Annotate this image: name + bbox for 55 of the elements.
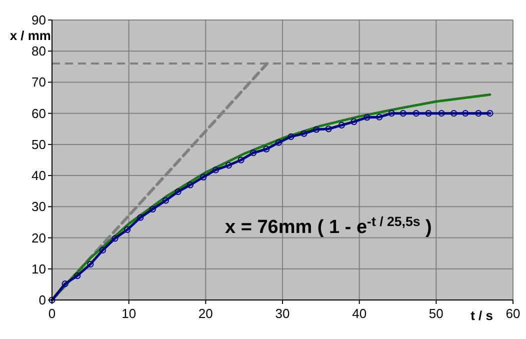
x-tick-label: 50 <box>428 306 444 321</box>
point <box>350 118 358 126</box>
x-tick-label: 10 <box>122 306 136 321</box>
point <box>313 126 320 133</box>
y-tick-label: 70 <box>32 74 46 90</box>
point <box>187 182 194 188</box>
point <box>338 122 345 128</box>
point <box>275 139 282 146</box>
point <box>400 110 406 117</box>
point <box>225 162 232 169</box>
point <box>99 246 106 254</box>
y-tick-label: 40 <box>32 168 46 184</box>
point <box>462 110 469 117</box>
y-tick-label: 20 <box>32 230 46 246</box>
point <box>162 197 170 204</box>
point <box>300 130 308 137</box>
y-tick-label: 10 <box>32 261 46 276</box>
point <box>87 260 94 268</box>
point <box>263 146 270 152</box>
point <box>325 126 332 132</box>
x-tick-label: 0 <box>48 306 56 321</box>
point <box>486 110 494 117</box>
x-tick-label: 30 <box>275 306 290 321</box>
point <box>364 114 370 121</box>
y-tick-label: 60 <box>32 106 46 121</box>
x-axis-title: t / s <box>470 308 493 323</box>
point <box>425 110 432 117</box>
point <box>376 114 383 120</box>
point <box>212 166 219 174</box>
x-tick-label: 60 <box>506 306 520 321</box>
point <box>288 133 294 140</box>
point <box>450 110 458 117</box>
point <box>388 110 395 117</box>
point <box>112 235 118 242</box>
point <box>174 188 182 196</box>
annotation: x = 76mm ( 1 - e$^{-t / 25,5s}$ ) <box>225 214 432 238</box>
point <box>62 280 68 288</box>
point <box>200 174 207 180</box>
y-tick-label: 0 <box>38 292 46 308</box>
x-tick-label: 20 <box>198 306 213 321</box>
point <box>438 110 445 117</box>
x-tick-label: 40 <box>352 306 367 321</box>
point <box>238 156 244 164</box>
y-tick-label: 90 <box>32 12 46 28</box>
point <box>475 110 482 117</box>
y-tick-label: 80 <box>32 44 46 59</box>
y-tick-label: 30 <box>32 199 46 214</box>
point <box>250 150 257 156</box>
point <box>74 272 81 280</box>
y-axis-title: x / mm <box>10 28 51 43</box>
point <box>124 226 131 233</box>
y-tick-label: 50 <box>32 136 46 152</box>
point <box>137 214 144 221</box>
point <box>149 206 156 212</box>
point <box>412 110 420 117</box>
